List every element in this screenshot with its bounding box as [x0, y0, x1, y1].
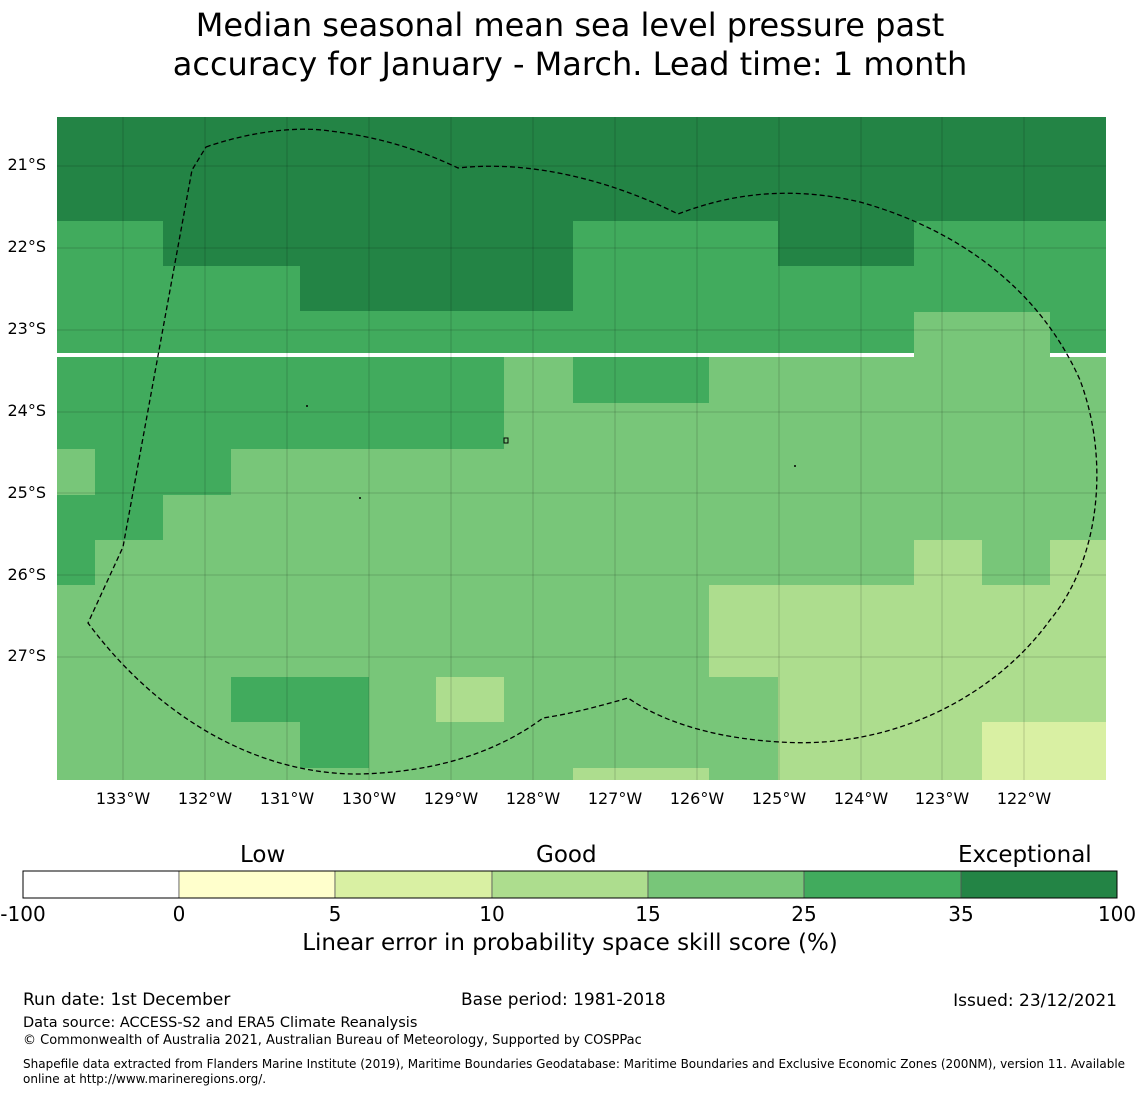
- skill-cell: [709, 677, 778, 780]
- skill-cell: [573, 403, 709, 449]
- island-mark: [306, 405, 308, 407]
- lon-label-133w: 133°W: [95, 789, 151, 808]
- lat-label-25s: 25°S: [7, 483, 46, 502]
- issued-date: Issued: 23/12/2021: [953, 991, 1117, 1011]
- skill-cell: [573, 768, 709, 780]
- skill-cell: [982, 722, 1106, 780]
- title-line-2: accuracy for January - March. Lead time:…: [172, 45, 968, 83]
- lat-label-24s: 24°S: [7, 401, 46, 420]
- lat-label-21s: 21°S: [7, 155, 46, 174]
- lat-label-23s: 23°S: [7, 319, 46, 338]
- lon-label-125w: 125°W: [751, 789, 807, 808]
- lat-label-22s: 22°S: [7, 237, 46, 256]
- colorbar-tick: 100: [1097, 902, 1137, 926]
- colorbar-segment: [803, 870, 962, 899]
- skill-cell: [778, 221, 914, 266]
- skill-cell: [300, 266, 573, 311]
- colorbar-tick: 0: [172, 902, 186, 926]
- skill-cell: [914, 312, 1050, 357]
- colorbar-frame: [22, 870, 1118, 899]
- skill-cells: [57, 117, 1106, 780]
- skill-cell: [504, 357, 573, 449]
- map-title: Median seasonal mean sea level pressure …: [0, 6, 1140, 84]
- island-mark: [359, 497, 361, 499]
- lon-label-128w: 128°W: [505, 789, 561, 808]
- shapefile-credit-line-1: Shapefile data extracted from Flanders M…: [23, 1057, 1126, 1071]
- colorbar-segment: [334, 870, 493, 899]
- lon-label-126w: 126°W: [669, 789, 725, 808]
- island-mark: [503, 437, 509, 444]
- skill-cell: [95, 449, 231, 495]
- lon-label-132w: 132°W: [177, 789, 233, 808]
- shapefile-credit-line-2: online at http://www.marineregions.org/.: [23, 1072, 267, 1086]
- title-line-1: Median seasonal mean sea level pressure …: [195, 6, 945, 44]
- lon-label-123w: 123°W: [914, 789, 970, 808]
- skill-cell: [57, 495, 163, 540]
- skill-cell: [436, 677, 504, 722]
- colorbar-label: Linear error in probability space skill …: [302, 930, 838, 956]
- colorbar-segment: [491, 870, 649, 899]
- lon-label-131w: 131°W: [259, 789, 315, 808]
- colorbar-tick: 10: [479, 902, 505, 926]
- lon-label-127w: 127°W: [587, 789, 643, 808]
- eez-boundary: [87, 128, 1098, 775]
- skill-cell: [914, 540, 982, 585]
- lat-label-27s: 27°S: [7, 646, 46, 665]
- colorbar-segment: [22, 870, 180, 899]
- data-source: Data source: ACCESS-S2 and ERA5 Climate …: [23, 1015, 418, 1031]
- skill-cell: [709, 357, 914, 449]
- graticule: [57, 117, 1106, 780]
- colorbar-tick: 15: [635, 902, 661, 926]
- base-period: Base period: 1981-2018: [461, 990, 666, 1010]
- colorbar-tick: -100: [0, 902, 46, 926]
- colorbar-category-low: Low: [240, 842, 286, 868]
- colorbar: [22, 870, 1118, 899]
- lon-label-129w: 129°W: [423, 789, 479, 808]
- skill-cell: [914, 357, 1106, 449]
- colorbar-segment: [960, 870, 1118, 899]
- copyright: © Commonwealth of Australia 2021, Austra…: [23, 1033, 642, 1048]
- colorbar-segment: [178, 870, 336, 899]
- colorbar-tick: 5: [328, 902, 342, 926]
- skill-cell: [57, 117, 1106, 221]
- skill-cell: [1050, 540, 1106, 585]
- colorbar-segment: [647, 870, 805, 899]
- colorbar-tick: 35: [948, 902, 974, 926]
- skill-cell: [163, 221, 573, 266]
- colorbar-tick: 25: [791, 902, 817, 926]
- lon-label-122w: 122°W: [996, 789, 1052, 808]
- colorbar-category-good: Good: [536, 842, 597, 868]
- island-mark: [794, 465, 796, 467]
- lon-label-124w: 124°W: [833, 789, 889, 808]
- run-date: Run date: 1st December: [23, 990, 231, 1010]
- skill-cell: [57, 540, 95, 585]
- lon-label-130w: 130°W: [341, 789, 397, 808]
- lat-label-26s: 26°S: [7, 565, 46, 584]
- skill-cell: [231, 677, 369, 722]
- skill-cell: [300, 722, 369, 768]
- colorbar-category-exceptional: Exceptional: [958, 842, 1092, 868]
